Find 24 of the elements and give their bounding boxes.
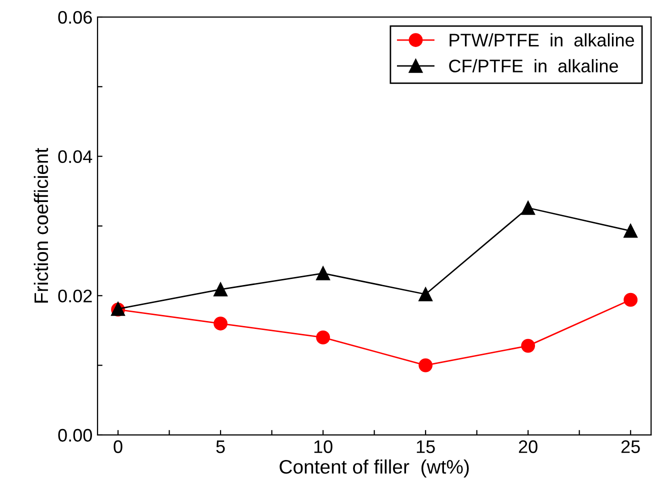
x-axis-title: Content of filler (wt%) [280, 459, 469, 478]
x-tick-label: 0 [114, 440, 122, 454]
point [521, 200, 536, 215]
x-tick-label: 5 [216, 440, 225, 454]
y-tick-label: 0.06 [58, 10, 92, 24]
y-tick-label: 0.02 [58, 290, 92, 302]
x-tick-label: 10 [314, 440, 332, 454]
point [316, 330, 330, 344]
point [214, 316, 228, 330]
point [521, 338, 536, 353]
y-tick-label: 0.04 [58, 150, 92, 164]
point [214, 282, 228, 296]
legend-label: CF/PTFE in alkaline [449, 59, 618, 72]
x-tick-label: 25 [621, 440, 640, 454]
y-tick-label: 0.00 [58, 428, 92, 442]
legend-label: PTW/PTFE in alkaline [450, 33, 634, 47]
x-tick-label: 20 [518, 440, 538, 454]
x-tick-label: 15 [416, 440, 435, 454]
point [316, 266, 330, 280]
y-axis-title: Friction coefficient [34, 148, 48, 303]
point [624, 224, 638, 238]
point [418, 287, 433, 302]
point [418, 358, 433, 372]
point [624, 292, 638, 307]
